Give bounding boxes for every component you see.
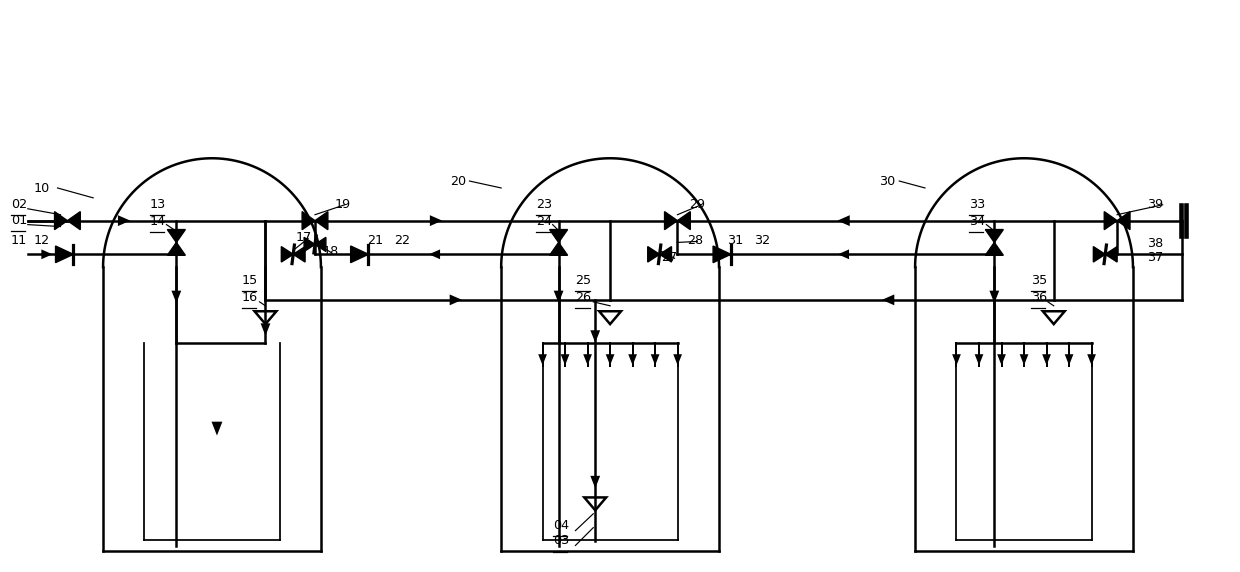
- Polygon shape: [549, 229, 568, 243]
- Text: 34: 34: [968, 214, 985, 228]
- Polygon shape: [260, 323, 270, 336]
- Polygon shape: [67, 212, 81, 229]
- Polygon shape: [554, 291, 563, 303]
- Polygon shape: [583, 354, 591, 366]
- Polygon shape: [590, 476, 600, 488]
- Polygon shape: [986, 243, 1003, 255]
- Polygon shape: [590, 330, 600, 343]
- Text: 10: 10: [33, 182, 50, 195]
- Polygon shape: [549, 243, 568, 255]
- Polygon shape: [952, 354, 961, 366]
- Polygon shape: [1065, 354, 1074, 366]
- Polygon shape: [304, 237, 315, 252]
- Text: 23: 23: [536, 198, 552, 210]
- Text: 37: 37: [1147, 251, 1163, 264]
- Polygon shape: [1094, 247, 1105, 262]
- Text: 12: 12: [33, 235, 50, 247]
- Polygon shape: [975, 354, 983, 366]
- Text: 21: 21: [367, 235, 383, 247]
- Polygon shape: [171, 291, 181, 303]
- Polygon shape: [560, 354, 569, 366]
- Polygon shape: [651, 354, 660, 366]
- Polygon shape: [997, 354, 1006, 366]
- Text: 19: 19: [335, 198, 351, 210]
- Text: 18: 18: [322, 245, 340, 259]
- Text: 35: 35: [1030, 274, 1048, 287]
- Polygon shape: [1087, 354, 1096, 366]
- Polygon shape: [315, 212, 327, 229]
- Text: 25: 25: [575, 274, 591, 287]
- Polygon shape: [838, 249, 849, 259]
- Text: 17: 17: [295, 232, 311, 244]
- Text: 02: 02: [11, 198, 27, 210]
- Text: 39: 39: [1147, 198, 1163, 210]
- Polygon shape: [315, 237, 326, 252]
- Polygon shape: [677, 212, 691, 229]
- Text: 30: 30: [879, 175, 895, 188]
- Text: 15: 15: [242, 274, 258, 287]
- Polygon shape: [55, 212, 67, 229]
- Polygon shape: [167, 243, 185, 255]
- Polygon shape: [1042, 354, 1052, 366]
- Polygon shape: [118, 215, 130, 226]
- Text: 26: 26: [575, 291, 591, 304]
- Text: 16: 16: [242, 291, 258, 304]
- Polygon shape: [673, 354, 682, 366]
- Text: 22: 22: [394, 235, 410, 247]
- Polygon shape: [450, 295, 463, 305]
- Polygon shape: [430, 215, 443, 226]
- Polygon shape: [882, 295, 894, 305]
- Text: 13: 13: [150, 198, 166, 210]
- Polygon shape: [990, 291, 999, 303]
- Polygon shape: [538, 354, 547, 366]
- Polygon shape: [713, 246, 730, 263]
- Text: 29: 29: [689, 198, 706, 210]
- Polygon shape: [1117, 212, 1130, 229]
- Polygon shape: [303, 212, 315, 229]
- Polygon shape: [212, 422, 222, 435]
- Text: 38: 38: [1147, 237, 1163, 251]
- Text: 32: 32: [754, 235, 770, 247]
- Polygon shape: [281, 247, 293, 262]
- Text: 33: 33: [968, 198, 985, 210]
- Polygon shape: [605, 354, 615, 366]
- Polygon shape: [1105, 212, 1117, 229]
- Text: 31: 31: [727, 235, 743, 247]
- Polygon shape: [837, 215, 849, 226]
- Polygon shape: [1105, 247, 1117, 262]
- Text: 20: 20: [450, 175, 466, 188]
- Polygon shape: [167, 229, 185, 243]
- Text: 04: 04: [553, 519, 569, 531]
- Text: 36: 36: [1030, 291, 1047, 304]
- Polygon shape: [293, 247, 305, 262]
- Polygon shape: [660, 247, 672, 262]
- Polygon shape: [429, 249, 440, 259]
- Polygon shape: [647, 247, 660, 262]
- Polygon shape: [986, 229, 1003, 243]
- Text: 01: 01: [11, 213, 27, 227]
- Polygon shape: [629, 354, 637, 366]
- Text: 24: 24: [536, 214, 552, 228]
- Text: 27: 27: [662, 251, 678, 264]
- Polygon shape: [41, 249, 52, 259]
- Text: 28: 28: [687, 235, 703, 247]
- Polygon shape: [351, 246, 368, 263]
- Polygon shape: [56, 246, 73, 263]
- Text: 14: 14: [150, 214, 166, 228]
- Text: 03: 03: [553, 534, 569, 547]
- Text: 11: 11: [11, 235, 27, 247]
- Polygon shape: [1019, 354, 1028, 366]
- Polygon shape: [665, 212, 677, 229]
